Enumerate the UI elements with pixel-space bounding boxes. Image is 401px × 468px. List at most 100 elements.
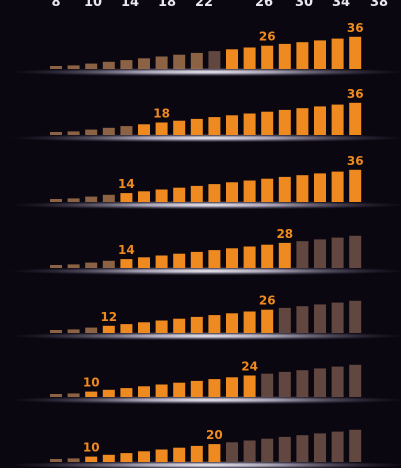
bar: [208, 117, 221, 135]
bar: [190, 445, 203, 462]
bar: [331, 171, 344, 202]
bar: [208, 444, 221, 462]
bar: [296, 108, 309, 135]
bar: [314, 433, 326, 462]
bar: [349, 429, 362, 462]
bar: [261, 309, 274, 333]
bar-value-label: 26: [259, 30, 276, 44]
bar: [50, 459, 62, 462]
row-shelf: [8, 200, 401, 210]
top-scale-label: 14: [121, 0, 139, 10]
top-scale-label: 26: [255, 0, 273, 10]
bar: [50, 66, 62, 69]
bar: [278, 242, 291, 268]
bar: [208, 184, 221, 202]
bar: [173, 54, 186, 69]
bar-row: 26 36: [8, 21, 401, 77]
bar: [85, 456, 98, 462]
top-scale-label: 22: [195, 0, 213, 10]
bar: [50, 199, 62, 202]
bar: [278, 43, 291, 69]
bar: [102, 325, 115, 333]
bar: [85, 196, 98, 202]
bar: [120, 388, 133, 397]
bar: [349, 364, 362, 397]
top-scale-label: 38: [370, 0, 388, 10]
bar: [102, 389, 115, 397]
bar: [243, 113, 256, 135]
bar: [296, 435, 309, 462]
bar-value-label: 14: [118, 243, 135, 257]
bar: [85, 262, 98, 268]
bar: [50, 265, 62, 268]
bar: [331, 104, 344, 135]
row-shelf: [8, 67, 401, 77]
bar: [226, 442, 238, 462]
bar: [349, 300, 362, 333]
bar: [102, 194, 115, 202]
bar: [208, 315, 221, 333]
bar: [296, 241, 309, 268]
bar-value-label: 28: [276, 227, 293, 241]
bar: [261, 438, 274, 462]
bar: [120, 453, 133, 462]
bar: [331, 431, 344, 462]
bar: [120, 193, 133, 202]
top-scale-label: 8: [51, 0, 60, 10]
bar: [138, 191, 150, 202]
bar: [190, 52, 203, 69]
bar: [278, 109, 291, 135]
bar: [243, 440, 256, 462]
bar: [226, 49, 238, 69]
bar: [314, 40, 326, 69]
bar: [278, 371, 291, 397]
bar: [314, 173, 326, 202]
bar: [173, 447, 186, 462]
bar: [331, 302, 344, 333]
bar: [226, 313, 238, 333]
bar: [138, 386, 150, 397]
row-shelf: [8, 460, 401, 468]
bar-row: 12 26: [8, 294, 401, 341]
bar: [349, 169, 362, 202]
bar-row: 14 28: [8, 227, 401, 276]
bar: [226, 115, 238, 135]
bar: [138, 257, 150, 268]
bar: [261, 45, 274, 69]
bar: [67, 65, 80, 69]
bar: [208, 250, 221, 268]
bar: [314, 304, 326, 333]
bar: [243, 311, 256, 333]
bar-row: 14 36: [8, 154, 401, 210]
bar: [190, 380, 203, 397]
bar: [349, 235, 362, 268]
bar-row: 10 20: [8, 428, 401, 468]
bar: [173, 318, 186, 333]
bar: [349, 36, 362, 69]
bar: [208, 379, 221, 397]
bar: [155, 320, 168, 333]
bar: [155, 56, 168, 69]
bar: [331, 366, 344, 397]
bar: [173, 187, 186, 202]
bar: [226, 248, 238, 268]
bar: [296, 175, 309, 202]
bar: [120, 324, 133, 333]
bar: [243, 180, 256, 202]
bar: [138, 58, 150, 69]
bar: [261, 178, 274, 202]
bar: [190, 118, 203, 135]
bar: [102, 61, 115, 69]
bar: [67, 329, 80, 333]
bar: [120, 60, 133, 69]
bar: [190, 251, 203, 268]
bar: [173, 253, 186, 268]
bar: [67, 264, 80, 268]
bar: [173, 120, 186, 135]
bar: [190, 316, 203, 333]
bar: [138, 124, 150, 135]
bar: [50, 330, 62, 333]
